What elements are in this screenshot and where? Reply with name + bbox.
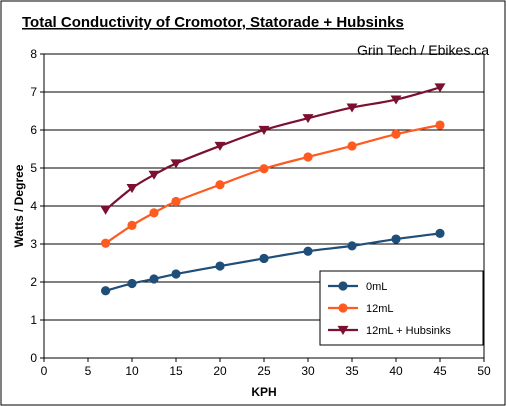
legend-entry: 0mL [328, 281, 387, 293]
data-point [347, 241, 357, 251]
data-point [435, 120, 445, 130]
data-point [434, 83, 446, 93]
data-point [126, 184, 138, 194]
data-point [101, 238, 111, 248]
data-point [391, 234, 401, 244]
legend: 0mL 12mL 12mL + Hubsinks [319, 270, 484, 346]
y-tick-label: 8 [30, 47, 37, 61]
legend-entry: 12mL [328, 303, 394, 315]
data-point [148, 170, 160, 180]
data-point [347, 141, 357, 151]
x-tick-label: 10 [125, 364, 139, 378]
data-point [391, 129, 401, 139]
legend-marker [337, 325, 349, 335]
data-point [171, 196, 181, 207]
y-tick-label: 3 [30, 237, 37, 251]
x-tick-label: 35 [345, 364, 359, 378]
data-point [259, 164, 269, 174]
chart-title: Total Conductivity of Cromotor, Statorad… [22, 14, 404, 31]
data-point [258, 125, 270, 135]
chart-subtitle: Grin Tech / Ebikes.ca [357, 42, 489, 58]
data-point [149, 208, 159, 218]
y-tick-label: 2 [30, 275, 37, 289]
y-tick-label: 0 [30, 351, 37, 365]
x-tick-label: 25 [257, 364, 271, 378]
data-point [170, 159, 182, 169]
data-point [127, 278, 137, 289]
x-axis-label: KPH [251, 385, 276, 399]
data-point [302, 114, 314, 124]
series-1 [101, 120, 445, 248]
y-tick-label: 7 [30, 85, 37, 99]
data-point [259, 253, 269, 264]
plot-border [43, 53, 485, 359]
series-line [105, 232, 441, 292]
legend-label: 12mL + Hubsinks [366, 325, 451, 337]
data-point [435, 228, 445, 238]
x-tick-label: 20 [213, 364, 227, 378]
legend-marker [338, 303, 348, 313]
data-point [303, 246, 313, 256]
data-point [101, 286, 111, 296]
data-point [127, 220, 137, 230]
x-tick-label: 40 [389, 364, 403, 378]
x-tick-label: 0 [41, 364, 48, 378]
series-line [104, 86, 441, 211]
data-point [390, 95, 402, 105]
data-point [149, 274, 159, 284]
data-point [171, 269, 181, 279]
series-0 [101, 228, 445, 296]
y-tick-label: 5 [30, 161, 37, 175]
data-point [346, 103, 358, 113]
legend-entry: 12mL + Hubsinks [328, 325, 451, 337]
data-point [100, 205, 112, 215]
legend-label: 12mL [366, 303, 394, 315]
data-point [303, 152, 313, 162]
y-tick-label: 6 [30, 123, 37, 137]
series-2 [100, 83, 446, 215]
x-tick-label: 50 [477, 364, 491, 378]
x-tick-label: 15 [169, 364, 183, 378]
data-point [215, 261, 225, 271]
x-tick-label: 45 [433, 364, 447, 378]
series-line [104, 123, 441, 245]
x-tick-label: 5 [85, 364, 92, 378]
legend-marker [338, 281, 348, 291]
data-point [214, 141, 226, 151]
legend-label: 0mL [366, 281, 387, 293]
data-point [215, 180, 225, 190]
x-tick-label: 30 [301, 364, 315, 378]
y-axis-label: Watts / Degree [12, 164, 26, 247]
y-tick-label: 4 [30, 199, 37, 213]
y-tick-label: 1 [30, 313, 37, 327]
